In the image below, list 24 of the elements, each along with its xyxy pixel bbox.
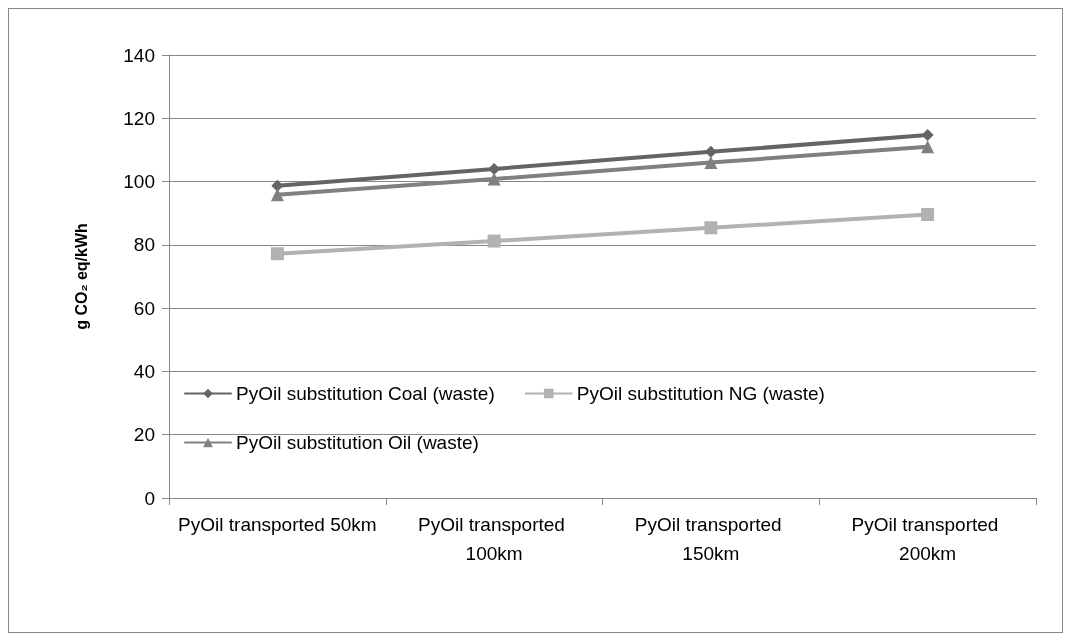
- y-tick-label: 0: [144, 487, 155, 509]
- x-tick-label: PyOil transported 150km: [634, 514, 787, 564]
- y-tick-label: 20: [133, 424, 155, 446]
- point: [270, 188, 284, 202]
- point: [487, 234, 501, 248]
- point: [704, 156, 718, 170]
- y-tick-label: 120: [123, 107, 155, 129]
- legend-label: PyOil substitution NG (waste): [576, 383, 825, 404]
- legend-label: PyOil substitution Oil (waste): [236, 432, 479, 453]
- y-tick-label: 40: [133, 360, 155, 382]
- point: [270, 247, 284, 261]
- x-tick-label: PyOil transported 50km: [178, 514, 377, 535]
- y-tick-label: 100: [123, 171, 155, 193]
- x-tick-label: PyOil transported 200km: [851, 514, 1004, 564]
- point: [921, 207, 935, 221]
- x-tick-label: PyOil transported 100km: [418, 514, 571, 564]
- point: [921, 140, 935, 154]
- y-tick-label: 60: [133, 297, 155, 319]
- legend-label: PyOil substitution Coal (waste): [236, 383, 495, 404]
- point: [704, 221, 718, 235]
- y-tick-label: 80: [133, 234, 155, 256]
- y-axis-title: g CO₂ eq/kWh: [72, 223, 90, 330]
- y-tick-label: 140: [123, 44, 155, 66]
- point: [487, 172, 501, 186]
